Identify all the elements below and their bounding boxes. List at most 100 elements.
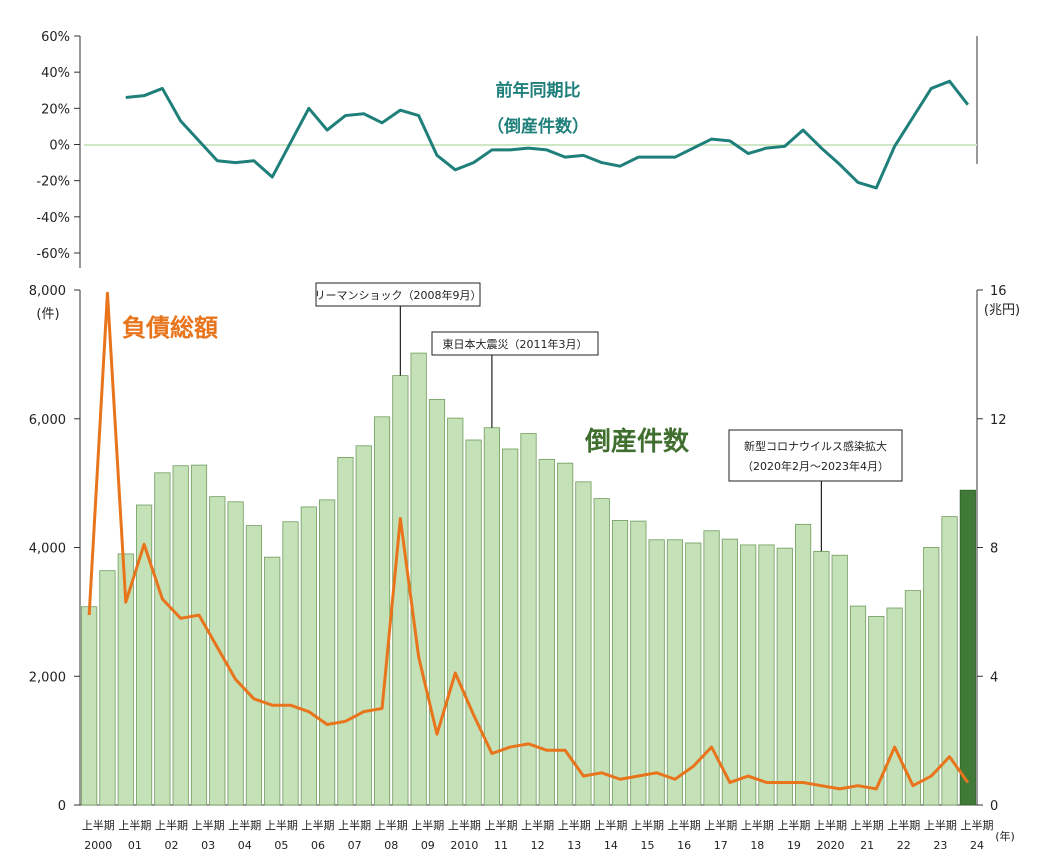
x-year-label: 13 <box>567 839 581 852</box>
bar <box>81 606 98 806</box>
bar <box>319 499 336 806</box>
bar <box>758 544 775 806</box>
right-y-tick-label: 8 <box>990 542 998 557</box>
top-panel: 60% 40% 20% 0% -20% -40% -60% 前年同期比 （倒産件数） <box>36 30 978 268</box>
bar <box>904 590 922 806</box>
bar <box>685 542 702 806</box>
x-year-label: 2000 <box>84 839 112 852</box>
bar <box>135 504 153 806</box>
x-year-label: 08 <box>384 839 398 852</box>
bar <box>813 550 830 806</box>
annotation-box <box>431 331 599 356</box>
right-axis-unit: (兆円) <box>984 303 1020 318</box>
x-half-label: 上半期 <box>265 818 298 832</box>
x-half-label: 上半期 <box>485 818 518 832</box>
bar <box>648 539 665 806</box>
bar <box>282 521 299 806</box>
bar <box>355 445 372 806</box>
bar <box>392 375 409 806</box>
yoy-title: 前年同期比 <box>496 80 581 101</box>
bar <box>465 439 482 806</box>
bar <box>740 544 757 806</box>
x-year-label: 09 <box>421 839 435 852</box>
bar <box>264 556 281 806</box>
top-y-tick-label: -20% <box>36 175 70 190</box>
left-y-tick-label: 6,000 <box>29 413 66 428</box>
bar <box>795 523 812 806</box>
bar <box>611 520 629 806</box>
x-half-label: 上半期 <box>301 818 334 832</box>
annotation-box <box>315 282 481 307</box>
x-half-label: 上半期 <box>961 818 994 832</box>
bar <box>593 498 610 806</box>
x-half-label: 上半期 <box>228 818 261 832</box>
top-y-tick-label: 0% <box>49 139 70 154</box>
bar <box>502 448 519 806</box>
bar <box>868 615 885 806</box>
bar <box>227 501 244 806</box>
x-year-label: 19 <box>787 839 801 852</box>
top-y-tick-label: 60% <box>41 30 70 45</box>
x-year-label: 11 <box>494 839 508 852</box>
annotation-text: リーマンショック（2008年9月） <box>315 288 482 302</box>
x-half-label: 上半期 <box>594 818 627 832</box>
bar <box>117 553 134 806</box>
debt-series-label: 負債総額 <box>122 314 218 342</box>
annotation-box <box>728 429 903 482</box>
x-year-label: 24 <box>970 839 984 852</box>
bar <box>630 520 647 806</box>
x-half-label: 上半期 <box>814 818 847 832</box>
x-half-label: 上半期 <box>924 818 957 832</box>
bankruptcy-series-label: 倒産件数 <box>584 426 690 457</box>
bar <box>538 458 555 806</box>
right-y-tick-label: 0 <box>990 799 998 814</box>
bar <box>190 464 208 806</box>
bar <box>721 538 738 806</box>
bar <box>557 462 574 806</box>
x-year-label: 02 <box>165 839 179 852</box>
x-year-label: 14 <box>604 839 618 852</box>
x-half-label: 上半期 <box>448 818 481 832</box>
x-year-label: 18 <box>750 839 764 852</box>
bar <box>666 539 684 806</box>
left-y-tick-label: 4,000 <box>29 542 66 557</box>
bars <box>81 352 976 806</box>
bar <box>941 516 958 806</box>
right-y-tick-label: 4 <box>990 670 998 685</box>
right-y-ticks: 0 4 8 12 16 <box>977 284 1007 814</box>
top-y-tick-label: 40% <box>41 66 70 81</box>
x-year-label: 2020 <box>817 839 845 852</box>
top-y-tick-label: 20% <box>41 102 70 117</box>
bar <box>373 416 391 806</box>
bar <box>245 525 262 806</box>
top-y-tick-label: -40% <box>36 211 70 226</box>
bar <box>776 547 793 806</box>
left-y-tick-label: 2,000 <box>29 670 66 685</box>
left-y-tick-label: 0 <box>58 799 66 814</box>
bar <box>923 547 940 806</box>
x-half-label: 上半期 <box>887 818 920 832</box>
x-year-label: 01 <box>128 839 142 852</box>
yoy-subtitle: （倒産件数） <box>487 116 589 137</box>
bar <box>849 605 867 806</box>
x-half-label: 上半期 <box>631 818 664 832</box>
x-year-label: 22 <box>897 839 911 852</box>
left-axis-unit: (件) <box>36 307 59 322</box>
bar <box>959 489 976 806</box>
x-year-label: 06 <box>311 839 325 852</box>
yoy-series <box>125 79 970 190</box>
bar <box>410 352 427 806</box>
right-y-tick-label: 16 <box>990 284 1007 299</box>
bar <box>520 433 537 806</box>
x-year-label: 15 <box>640 839 654 852</box>
bar <box>300 506 317 806</box>
x-half-label: 上半期 <box>118 818 151 832</box>
bar <box>428 399 446 806</box>
bar <box>575 481 592 806</box>
right-y-tick-label: 12 <box>990 413 1007 428</box>
x-year-label: 03 <box>201 839 215 852</box>
bar <box>886 607 903 806</box>
annotations: リーマンショック（2008年9月） 東日本大震災（2011年3月） 新型コロナウイル… <box>315 282 903 552</box>
